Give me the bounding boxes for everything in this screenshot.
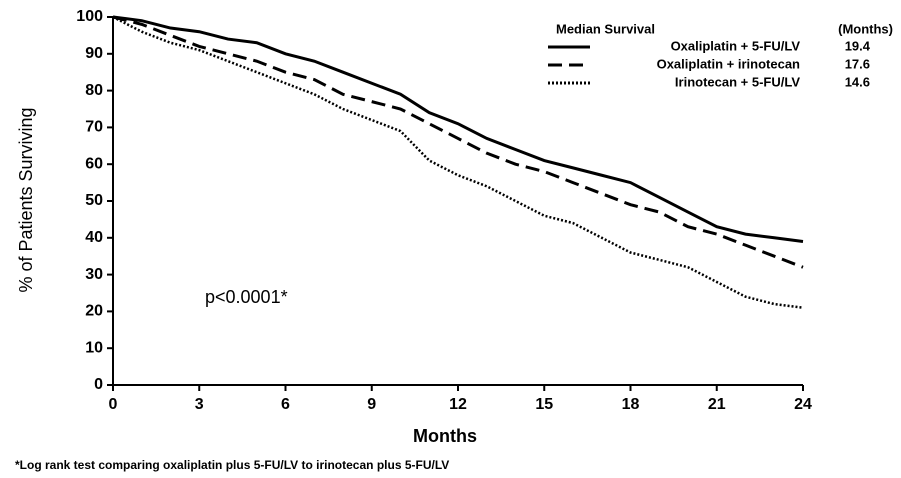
y-tick-label: 50 — [85, 192, 103, 209]
x-tick-label: 15 — [535, 396, 553, 413]
footnote: *Log rank test comparing oxaliplatin plu… — [15, 458, 449, 472]
y-tick-label: 80 — [85, 82, 103, 99]
survival-line — [112, 15, 804, 269]
survival-line — [112, 15, 804, 309]
x-tick-label: 0 — [109, 396, 118, 413]
x-tick-label: 6 — [281, 396, 290, 413]
y-tick-label: 10 — [85, 339, 103, 356]
y-tick-label: 30 — [85, 266, 103, 283]
y-tick-label: 20 — [85, 303, 103, 320]
annotation: p<0.0001* — [205, 287, 288, 307]
y-tick-label: 100 — [76, 8, 103, 25]
legend-median: 17.6 — [845, 56, 870, 71]
x-tick-label: 9 — [367, 396, 376, 413]
y-tick-label: 0 — [94, 376, 103, 393]
y-tick-label: 60 — [85, 155, 103, 172]
survival-line — [112, 15, 804, 243]
x-tick-label: 12 — [449, 396, 467, 413]
legend-label: Oxaliplatin + irinotecan — [657, 56, 800, 71]
legend-median: 14.6 — [845, 74, 870, 89]
x-tick-label: 18 — [622, 396, 640, 413]
legend-title: Median Survival — [556, 21, 655, 36]
x-tick-label: 3 — [195, 396, 204, 413]
x-tick-label: 24 — [794, 396, 812, 413]
legend-label: Irinotecan + 5-FU/LV — [675, 74, 800, 89]
legend-median: 19.4 — [845, 38, 871, 53]
x-axis-title: Months — [413, 426, 477, 446]
y-tick-label: 90 — [85, 45, 103, 62]
y-axis-title: % of Patients Surviving — [16, 107, 36, 292]
legend-label: Oxaliplatin + 5-FU/LV — [671, 38, 801, 53]
legend-value-header: (Months) — [838, 21, 893, 36]
y-tick-label: 70 — [85, 119, 103, 136]
y-tick-label: 40 — [85, 229, 103, 246]
x-tick-label: 21 — [708, 396, 726, 413]
